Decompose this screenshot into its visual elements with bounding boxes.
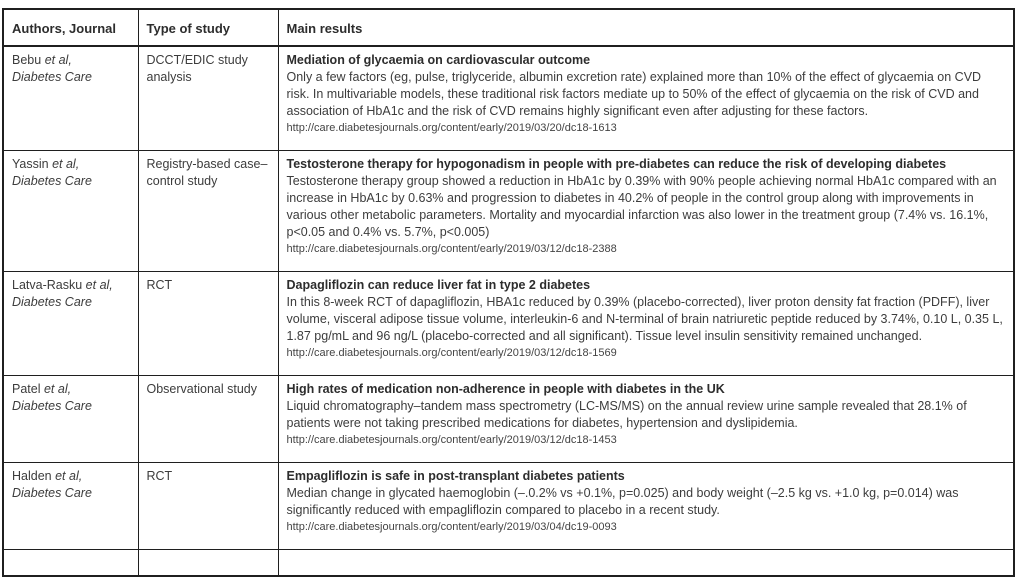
result-title: Mediation of glycaemia on cardiovascular… (286, 53, 591, 67)
result-title: Dapagliflozin can reduce liver fat in ty… (286, 278, 591, 292)
table-row: Patel et al, Diabetes Care Observational… (2, 375, 1015, 463)
authors-journal-cell: Yassin et al, Diabetes Care (2, 150, 139, 272)
partial-table-row (2, 549, 1015, 576)
partial-cell (277, 549, 1015, 576)
studies-table: Authors, Journal Type of study Main resu… (2, 8, 1015, 577)
table-row: Yassin et al, Diabetes Care Registry-bas… (2, 150, 1015, 272)
main-results-cell: High rates of medication non-adherence i… (277, 375, 1015, 463)
result-summary: Median change in glycated haemoglobin (–… (286, 486, 959, 517)
table-row: Bebu et al, Diabetes Care DCCT/EDIC stud… (2, 45, 1015, 151)
partial-cell (137, 549, 279, 576)
main-results-cell: Mediation of glycaemia on cardiovascular… (277, 45, 1015, 151)
result-summary: Only a few factors (eg, pulse, triglycer… (286, 70, 982, 118)
authors-journal-cell: Halden et al, Diabetes Care (2, 462, 139, 550)
result-url-link[interactable]: http://care.diabetesjournals.org/content… (286, 521, 617, 533)
result-title: Testosterone therapy for hypogonadism in… (286, 157, 947, 171)
etal-label: et al, (43, 382, 72, 396)
study-type-cell: RCT (137, 271, 279, 376)
author-name: Yassin (12, 157, 49, 171)
etal-label: et al, (85, 278, 113, 292)
table-header: Authors, Journal Type of study Main resu… (2, 8, 1015, 47)
main-results-cell: Testosterone therapy for hypogonadism in… (277, 150, 1015, 272)
journal-name: Diabetes Care (12, 174, 92, 188)
author-name: Halden (12, 469, 52, 483)
study-type-cell: Registry-based case–control study (137, 150, 279, 272)
main-results-cell: Empagliflozin is safe in post-transplant… (277, 462, 1015, 550)
partial-cell (2, 549, 139, 576)
result-url-link[interactable]: http://care.diabetesjournals.org/content… (286, 434, 617, 446)
col-header-authors-journal: Authors, Journal (2, 8, 139, 47)
journal-name: Diabetes Care (12, 399, 92, 413)
main-results-cell: Dapagliflozin can reduce liver fat in ty… (277, 271, 1015, 376)
result-title: High rates of medication non-adherence i… (286, 382, 725, 396)
result-summary: Testosterone therapy group showed a redu… (286, 174, 997, 239)
author-name: Latva-Rasku (12, 278, 83, 292)
etal-label: et al, (52, 157, 80, 171)
etal-label: et al, (44, 53, 72, 67)
col-header-type-of-study: Type of study (137, 8, 279, 47)
result-url-link[interactable]: http://care.diabetesjournals.org/content… (286, 122, 617, 134)
authors-journal-cell: Bebu et al, Diabetes Care (2, 45, 139, 151)
result-summary: Liquid chromatography–tandem mass spectr… (286, 399, 967, 430)
header-row: Authors, Journal Type of study Main resu… (2, 8, 1015, 47)
study-type-cell: DCCT/EDIC study analysis (137, 45, 279, 151)
author-name: Bebu (12, 53, 42, 67)
authors-journal-cell: Patel et al, Diabetes Care (2, 375, 139, 463)
result-title: Empagliflozin is safe in post-transplant… (286, 469, 625, 483)
study-type-cell: RCT (137, 462, 279, 550)
result-url-link[interactable]: http://care.diabetesjournals.org/content… (286, 243, 617, 255)
journal-name: Diabetes Care (12, 70, 92, 84)
author-name: Patel (12, 382, 41, 396)
table-row: Latva-Rasku et al, Diabetes Care RCT Dap… (2, 271, 1015, 376)
result-url-link[interactable]: http://care.diabetesjournals.org/content… (286, 347, 617, 359)
result-summary: In this 8-week RCT of dapagliflozin, HBA… (286, 295, 1003, 343)
journal-name: Diabetes Care (12, 486, 92, 500)
study-type-cell: Observational study (137, 375, 279, 463)
journal-name: Diabetes Care (12, 295, 92, 309)
table-body: Bebu et al, Diabetes Care DCCT/EDIC stud… (2, 45, 1015, 576)
table-row: Halden et al, Diabetes Care RCT Empaglif… (2, 462, 1015, 550)
authors-journal-cell: Latva-Rasku et al, Diabetes Care (2, 271, 139, 376)
col-header-main-results: Main results (277, 8, 1015, 47)
etal-label: et al, (55, 469, 83, 483)
